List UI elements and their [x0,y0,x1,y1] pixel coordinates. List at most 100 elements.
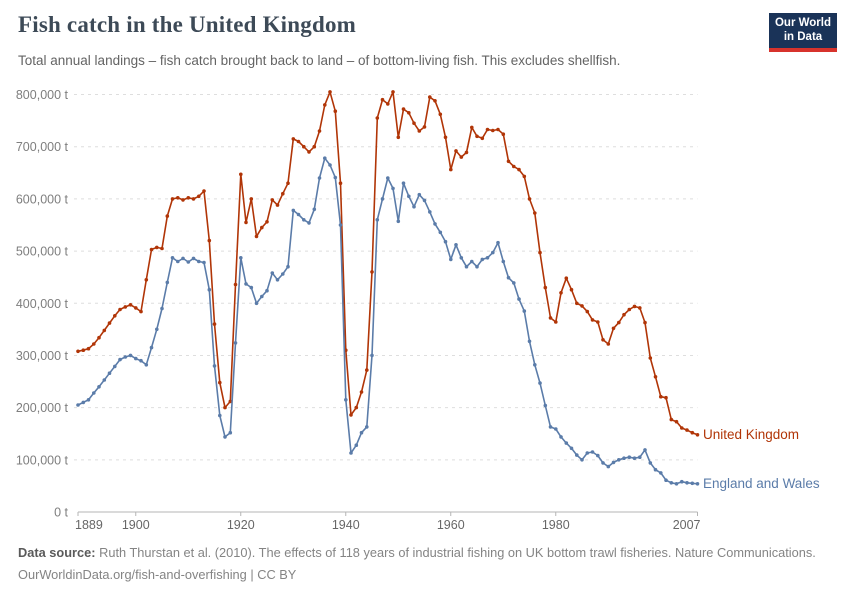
data-point[interactable] [680,426,684,430]
data-point[interactable] [538,250,542,255]
data-point[interactable] [485,127,490,132]
data-point[interactable] [449,257,453,262]
data-point[interactable] [407,111,411,115]
data-point[interactable] [527,197,532,201]
data-point[interactable] [401,181,406,185]
data-point[interactable] [92,391,96,395]
data-point[interactable] [139,358,143,363]
data-point[interactable] [191,256,196,261]
data-point[interactable] [165,280,170,285]
data-point[interactable] [302,218,306,222]
data-point[interactable] [359,430,364,435]
data-point[interactable] [149,247,154,252]
data-point[interactable] [307,150,311,154]
data-point[interactable] [543,285,548,290]
data-point[interactable] [254,301,259,306]
data-point[interactable] [480,136,485,141]
data-point[interactable] [270,271,275,275]
data-point[interactable] [459,155,464,159]
data-point[interactable] [622,312,626,317]
data-point[interactable] [438,112,443,117]
data-point[interactable] [674,419,679,424]
data-point[interactable] [155,327,159,332]
data-point[interactable] [538,381,542,385]
data-point[interactable] [653,467,658,472]
data-point[interactable] [265,288,269,293]
data-point[interactable] [228,399,233,404]
data-point[interactable] [239,172,243,177]
data-point[interactable] [160,306,164,311]
data-point[interactable] [569,446,574,451]
data-point[interactable] [317,176,322,180]
data-point[interactable] [349,413,353,417]
data-point[interactable] [491,128,495,133]
data-point[interactable] [113,364,117,369]
data-point[interactable] [281,191,285,196]
data-point[interactable] [695,482,700,486]
data-point[interactable] [275,203,280,207]
data-point[interactable] [522,174,527,179]
data-point[interactable] [265,220,269,224]
data-point[interactable] [92,342,96,346]
data-point[interactable] [659,394,663,399]
data-point[interactable] [160,246,164,251]
data-point[interactable] [312,144,317,149]
data-point[interactable] [475,134,479,139]
data-point[interactable] [480,257,485,262]
data-point[interactable] [333,109,338,113]
data-point[interactable] [113,314,117,318]
data-point[interactable] [76,349,80,354]
data-point[interactable] [144,278,149,282]
data-point[interactable] [191,197,196,201]
data-point[interactable] [81,400,86,405]
data-point[interactable] [575,301,579,306]
data-point[interactable] [260,294,264,299]
data-point[interactable] [559,291,563,295]
data-point[interactable] [323,103,327,107]
data-point[interactable] [207,287,212,292]
data-point[interactable] [202,189,206,193]
data-point[interactable] [328,90,332,94]
data-point[interactable] [674,482,679,486]
data-point[interactable] [422,198,427,203]
data-point[interactable] [627,307,632,312]
data-point[interactable] [386,102,390,106]
series-england-and-wales[interactable] [76,156,700,486]
data-point[interactable] [286,264,290,269]
data-point[interactable] [664,478,668,483]
data-point[interactable] [643,320,647,325]
data-point[interactable] [223,405,227,410]
data-point[interactable] [291,137,296,141]
data-point[interactable] [354,443,359,448]
data-point[interactable] [690,430,695,435]
data-point[interactable] [506,159,511,164]
data-point[interactable] [506,275,511,280]
data-point[interactable] [627,455,632,460]
data-point[interactable] [464,150,469,155]
data-point[interactable] [622,456,626,461]
data-point[interactable] [617,458,621,462]
data-point[interactable] [186,260,191,264]
series-united-kingdom[interactable] [76,90,700,437]
data-point[interactable] [118,307,122,312]
data-point[interactable] [212,364,217,368]
data-point[interactable] [333,175,338,180]
data-point[interactable] [370,270,374,274]
data-point[interactable] [97,335,101,340]
data-point[interactable] [548,425,553,429]
data-point[interactable] [606,464,611,469]
data-point[interactable] [659,471,663,475]
data-point[interactable] [134,356,138,361]
data-point[interactable] [491,250,495,255]
data-point[interactable] [464,264,469,269]
data-point[interactable] [365,368,369,372]
data-point[interactable] [123,305,128,309]
data-point[interactable] [559,435,563,439]
data-point[interactable] [218,413,222,418]
data-point[interactable] [375,116,380,120]
data-point[interactable] [328,163,332,167]
data-point[interactable] [233,341,238,345]
data-point[interactable] [438,230,443,235]
data-point[interactable] [176,259,180,264]
